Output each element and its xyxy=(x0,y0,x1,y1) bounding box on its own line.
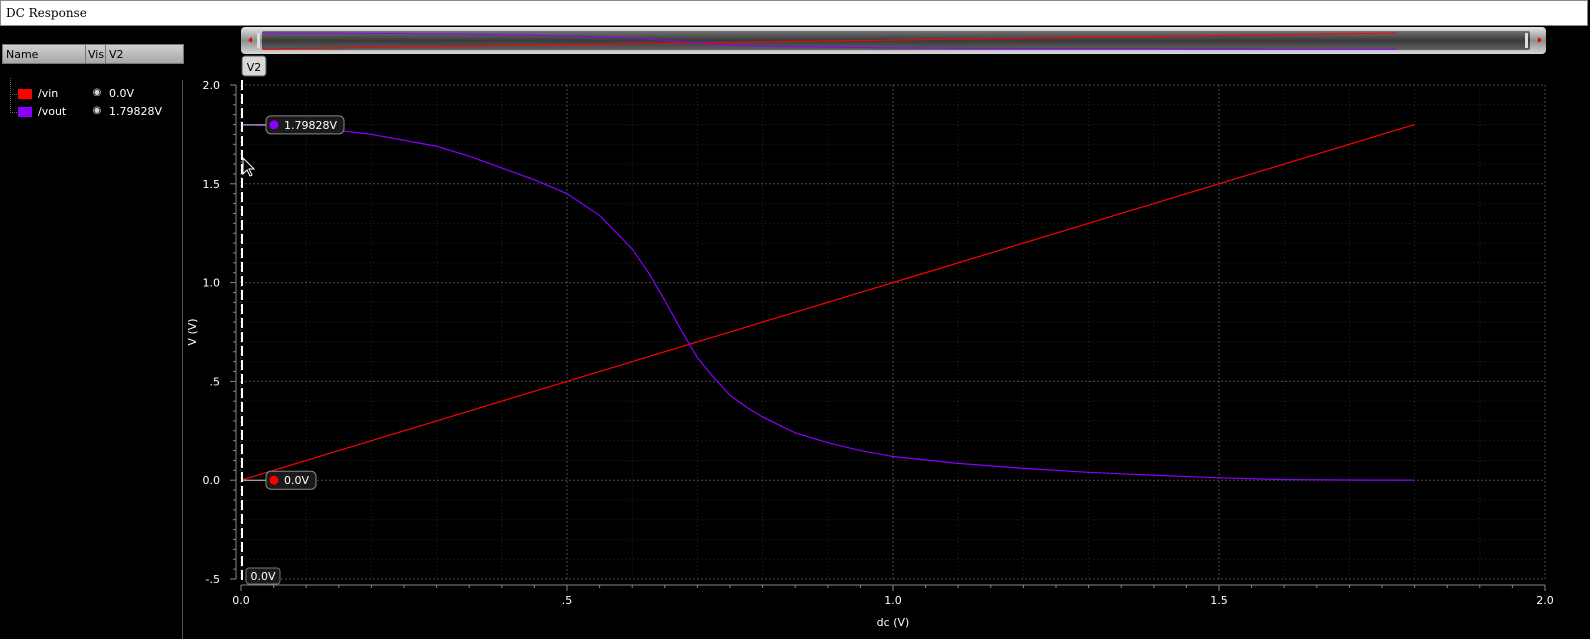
overview-trace-vin xyxy=(261,32,1398,50)
legend-swatch-vin xyxy=(18,89,32,99)
series-line-vout xyxy=(240,124,1415,481)
cursor-tag-label[interactable]: V2 xyxy=(247,61,262,74)
legend-panel: Name Vis V2 /vin ◉ 0.0V /vout ◉ 1.79828V xyxy=(0,26,184,639)
x-tick-label: 1.5 xyxy=(1210,594,1228,607)
x-axis-title: dc (V) xyxy=(877,616,910,629)
marker-box[interactable] xyxy=(265,115,345,135)
legend-col-vis[interactable]: Vis xyxy=(88,48,105,61)
panel-divider[interactable] xyxy=(182,80,183,639)
eye-icon[interactable]: ◉ xyxy=(92,105,102,116)
marker-dot[interactable] xyxy=(269,475,279,485)
y-tick-label: 2.0 xyxy=(203,79,221,92)
legend-col-name[interactable]: Name xyxy=(6,48,39,61)
window-titlebar: DC Response xyxy=(0,0,1588,26)
x-tick-label: 0.0 xyxy=(232,594,250,607)
y-tick-label: 0.0 xyxy=(203,474,221,487)
overview-scrollbar[interactable] xyxy=(241,27,1546,54)
overview-traces xyxy=(261,32,1398,50)
x-tick-label: 2.0 xyxy=(1536,594,1554,607)
x-tick-label: .5 xyxy=(562,594,573,607)
marker-label: 0.0V xyxy=(284,474,309,487)
legend-swatch-vout xyxy=(18,107,32,117)
y-tick-label: 1.0 xyxy=(203,277,221,290)
cursor-bottom-label-box xyxy=(245,567,281,585)
mouse-pointer-icon xyxy=(242,156,256,177)
x-tick-label: 1.0 xyxy=(884,594,902,607)
plot-area: 0.0 .5 1.0 1.5 2.0 -.5 0.0 .5 1.0 1.5 2.0 dc (V) V (… xyxy=(186,55,1554,629)
cursor-bottom-label: 0.0V xyxy=(250,570,275,583)
overview-trace-vout xyxy=(261,32,1398,50)
y-tick-label: 1.5 xyxy=(203,178,221,191)
scroll-right-handle[interactable] xyxy=(1525,33,1528,48)
eye-icon[interactable]: ◉ xyxy=(92,87,102,98)
y-tick-label: -.5 xyxy=(206,573,220,586)
scroll-right-arrow-icon[interactable] xyxy=(1538,37,1542,43)
series-line-vin xyxy=(240,123,1415,481)
legend-col-v2[interactable]: V2 xyxy=(109,48,124,61)
marker-box[interactable] xyxy=(265,470,317,490)
window-title: DC Response xyxy=(6,6,87,20)
y-axis-title: V (V) xyxy=(186,318,199,345)
legend-item-label: /vin xyxy=(38,87,59,100)
scroll-left-arrow-icon[interactable] xyxy=(248,37,252,43)
scroll-left-handle[interactable] xyxy=(257,33,260,48)
cursor-tag-box[interactable] xyxy=(241,55,267,77)
marker-label: 1.79828V xyxy=(284,119,337,132)
legend-item-label: /vout xyxy=(38,105,67,118)
marker-dot[interactable] xyxy=(269,120,279,130)
legend-header: Name Vis V2 xyxy=(2,44,184,64)
legend-item-value: 0.0V xyxy=(109,87,135,100)
legend-item-value: 1.79828V xyxy=(109,105,163,118)
y-tick-label: .5 xyxy=(210,375,221,388)
